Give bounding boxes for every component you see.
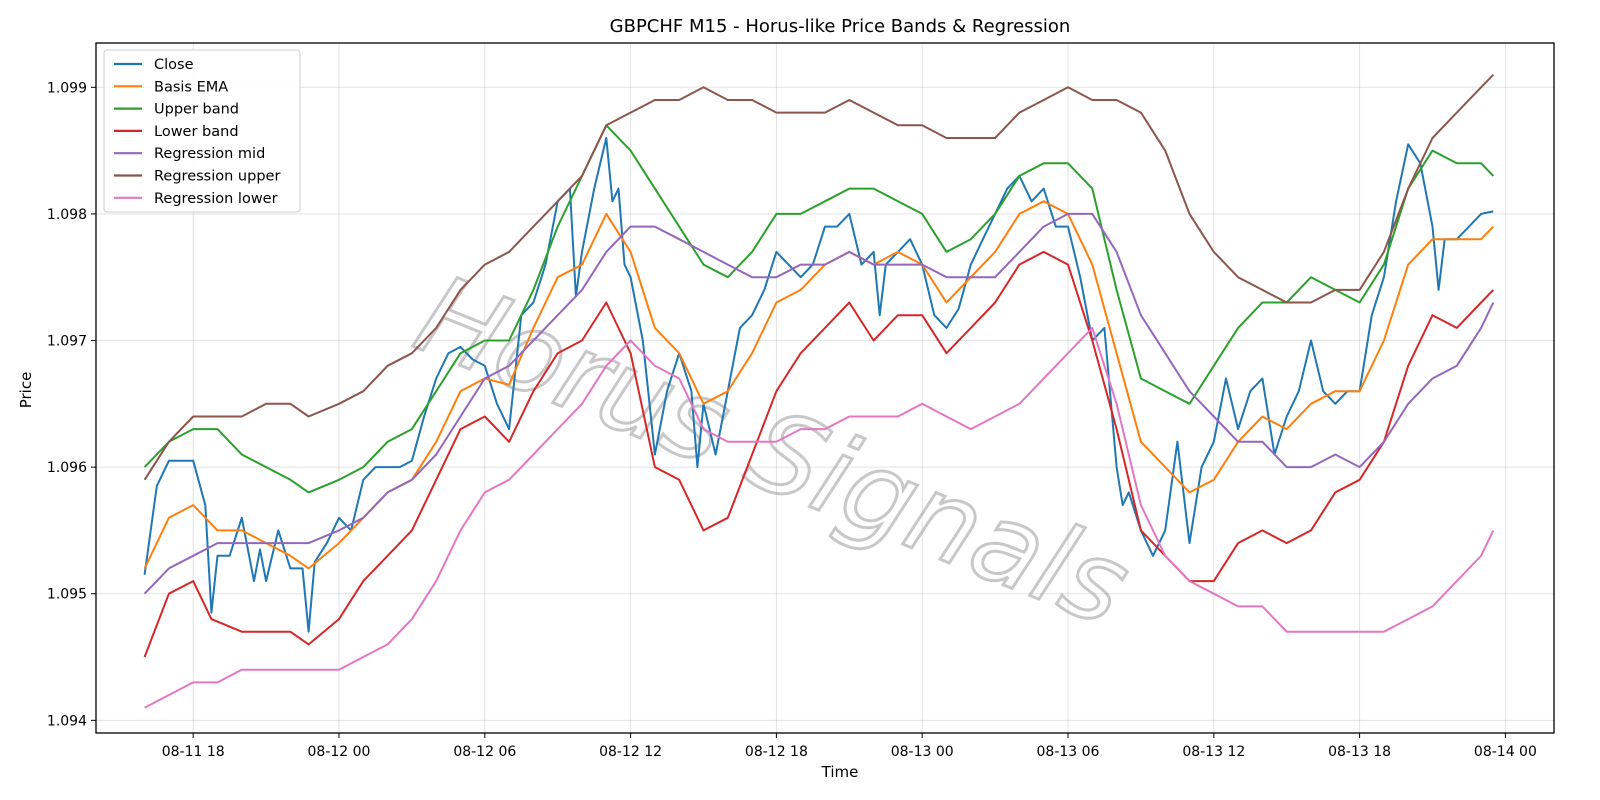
series-line-upper-band: [143, 124, 1495, 494]
plot-frame: [95, 42, 1555, 734]
legend-item: Regression upper: [114, 169, 280, 185]
legend-label: Basis EMA: [154, 79, 228, 95]
legend-label: Upper band: [154, 102, 239, 118]
x-axis: 08-11 18 08-12 00 08-12 06 08-12 12 08-12 18…: [162, 733, 1537, 760]
legend: Close Basis EMA Upper band Lower band Regres…: [103, 49, 301, 213]
series-line-regression-mid: [143, 212, 1495, 595]
legend-item: Regression lower: [114, 191, 278, 207]
y-tick-label: 1.099: [47, 80, 87, 96]
legend-label: Lower band: [154, 124, 239, 140]
y-axis: 1.094 1.095 1.096 1.097 1.098 1.099: [47, 80, 96, 729]
legend-label: Close: [154, 57, 194, 73]
x-tick-label: 08-14 00: [1474, 744, 1537, 760]
series-line-regression-lower: [144, 326, 1495, 709]
legend-frame: [103, 49, 301, 213]
y-tick-label: 1.096: [47, 460, 87, 476]
x-tick-label: 08-13 06: [1037, 744, 1100, 760]
x-tick-label: 08-12 06: [453, 744, 516, 760]
legend-item: Upper band: [114, 102, 239, 118]
chart-title: GBPCHF M15 - Horus-like Price Bands & Re…: [610, 16, 1071, 37]
y-tick-label: 1.097: [47, 334, 87, 350]
legend-label: Regression mid: [154, 146, 265, 162]
legend-label: Regression upper: [154, 169, 280, 185]
y-tick-label: 1.095: [47, 587, 87, 603]
series-regression-lower: [144, 326, 1495, 709]
series-group: [143, 74, 1495, 709]
x-tick-label: 08-12 00: [308, 744, 371, 760]
legend-item: Regression mid: [114, 146, 265, 162]
x-axis-label: Time: [821, 763, 859, 781]
series-regression-upper: [143, 74, 1495, 481]
legend-item: Lower band: [114, 124, 239, 140]
grid: [96, 43, 1554, 733]
legend-item: Basis EMA: [114, 79, 228, 95]
y-tick-label: 1.094: [47, 713, 87, 729]
x-tick-label: 08-11 18: [162, 744, 225, 760]
series-line-lower-band: [143, 250, 1495, 658]
x-tick-label: 08-12 12: [599, 744, 662, 760]
y-tick-label: 1.098: [47, 207, 87, 223]
legend-item: Close: [114, 57, 194, 73]
series-regression-mid: [143, 212, 1495, 595]
series-upper-band: [143, 124, 1495, 494]
y-axis-label: Price: [17, 372, 35, 409]
x-tick-label: 08-12 18: [745, 744, 808, 760]
series-lower-band: [143, 250, 1495, 658]
series-line-regression-upper: [143, 74, 1495, 481]
legend-label: Regression lower: [154, 191, 278, 207]
x-tick-label: 08-13 12: [1182, 744, 1245, 760]
x-tick-label: 08-13 18: [1328, 744, 1391, 760]
x-tick-label: 08-13 00: [891, 744, 954, 760]
